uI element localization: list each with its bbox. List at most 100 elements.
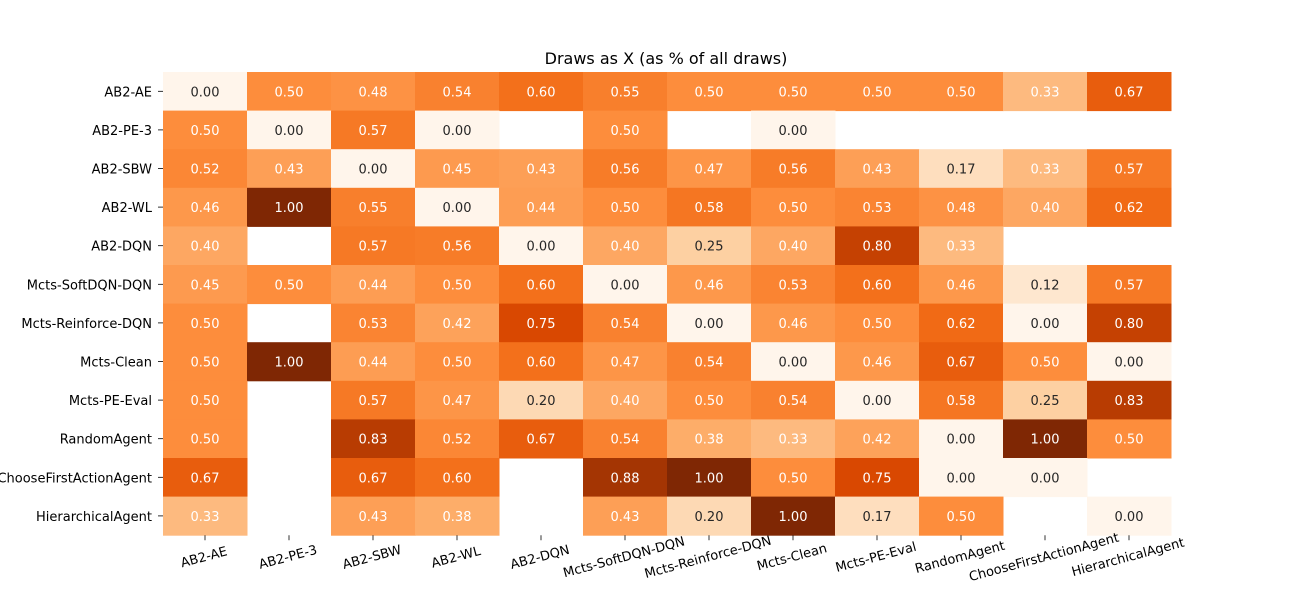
column-label: AB2-WL	[430, 544, 483, 572]
cell-value-label: 0.75	[527, 317, 556, 332]
cell-value-label: 0.00	[947, 433, 976, 448]
heatmap-cell	[163, 303, 248, 343]
heatmap-cell	[1087, 419, 1172, 459]
heatmap-cell	[919, 303, 1004, 343]
cell-value-label: 0.54	[611, 433, 640, 448]
row-labels: AB2-AE AB2-PE-3 AB2-SBW AB2-WL AB2-DQN Mcts-S…	[0, 85, 163, 525]
heatmap-cell	[247, 187, 332, 227]
heatmap-cell	[751, 458, 836, 498]
row-label: ChooseFirstActionAgent	[0, 471, 152, 486]
row-label: HierarchicalAgent	[36, 510, 152, 525]
cell-value-label: 0.33	[1031, 85, 1060, 100]
cell-value-label: 0.50	[863, 85, 892, 100]
heatmap-cell	[751, 342, 836, 382]
heatmap-cell	[331, 496, 416, 536]
cell-value-label: 0.80	[863, 240, 892, 255]
chart-title: Draws as X (as % of all draws)	[545, 49, 788, 68]
cell-value-label: 0.00	[779, 124, 808, 139]
heatmap-cell	[163, 187, 248, 227]
heatmap-cell	[1003, 303, 1088, 343]
cell-value-label: 1.00	[1031, 433, 1060, 448]
cell-value-label: 0.80	[1115, 317, 1144, 332]
heatmap-cell	[583, 419, 668, 459]
cell-value-label: 0.50	[191, 394, 220, 409]
cell-value-label: 0.60	[527, 356, 556, 371]
heatmap-cell	[667, 226, 752, 266]
row-label: Mcts-PE-Eval	[69, 394, 152, 409]
heatmap-cell	[919, 187, 1004, 227]
column-label: AB2-SBW	[341, 543, 403, 573]
cell-value-label: 0.12	[1031, 278, 1060, 293]
cell-value-label: 0.40	[611, 394, 640, 409]
heatmap-cell	[247, 110, 332, 150]
cell-value-label: 0.50	[779, 471, 808, 486]
cell-value-label: 0.00	[863, 394, 892, 409]
cell-value-label: 0.00	[611, 278, 640, 293]
heatmap-cell	[415, 149, 500, 189]
cell-value-label: 0.25	[1031, 394, 1060, 409]
cell-value-label: 0.55	[611, 85, 640, 100]
cell-value-label: 0.58	[695, 201, 724, 216]
cell-value-label: 0.47	[611, 356, 640, 371]
heatmap-cell	[247, 72, 332, 112]
cell-value-label: 0.53	[779, 278, 808, 293]
heatmap-cell	[1003, 458, 1088, 498]
cell-value-label: 0.57	[359, 124, 388, 139]
cell-value-label: 0.55	[359, 201, 388, 216]
cell-value-label: 0.46	[779, 317, 808, 332]
cell-value-label: 0.46	[191, 201, 220, 216]
cell-value-label: 0.50	[275, 85, 304, 100]
cell-value-label: 0.62	[947, 317, 976, 332]
cell-value-label: 1.00	[779, 510, 808, 525]
heatmap-cell	[247, 265, 332, 305]
heatmap-cell	[415, 72, 500, 112]
cell-value-label: 0.44	[359, 278, 388, 293]
heatmap-cell	[1087, 149, 1172, 189]
heatmap-cell	[583, 342, 668, 382]
cell-value-label: 0.58	[947, 394, 976, 409]
row-label: Mcts-SoftDQN-DQN	[27, 278, 152, 293]
row-label: Mcts-Reinforce-DQN	[21, 317, 152, 332]
cell-value-label: 0.00	[1115, 510, 1144, 525]
cell-value-label: 0.50	[443, 278, 472, 293]
heatmap-cell	[835, 458, 920, 498]
heatmap-cell	[415, 419, 500, 459]
cell-value-label: 0.53	[359, 317, 388, 332]
column-labels: AB2-AE AB2-PE-3 AB2-SBW AB2-WL AB2-DQNMcts-S…	[179, 531, 1186, 585]
heatmap-cell	[919, 265, 1004, 305]
cell-value-label: 0.42	[863, 433, 892, 448]
heatmap-cell	[835, 265, 920, 305]
heatmap-cell	[499, 226, 584, 266]
heatmap-cell	[835, 496, 920, 536]
cell-value-label: 0.88	[611, 471, 640, 486]
cell-value-label: 0.00	[779, 356, 808, 371]
heatmap-cell	[163, 458, 248, 498]
heatmap-cell	[1087, 72, 1172, 112]
heatmap-cell	[835, 226, 920, 266]
cell-value-label: 0.67	[191, 471, 220, 486]
heatmap-cell	[667, 380, 752, 420]
heatmap-cells: 0.00 0.50 0.48 0.54 0.60 0.55 0.50 0.50 0.50 0.50…	[163, 72, 1172, 536]
heatmap-cell	[163, 342, 248, 382]
heatmap-cell	[163, 149, 248, 189]
row-label: AB2-WL	[102, 201, 153, 216]
cell-value-label: 0.54	[779, 394, 808, 409]
cell-value-label: 0.43	[527, 163, 556, 178]
cell-value-label: 0.50	[779, 85, 808, 100]
cell-value-label: 0.33	[191, 510, 220, 525]
heatmap-cell	[919, 342, 1004, 382]
cell-value-label: 0.46	[863, 356, 892, 371]
cell-value-label: 0.52	[191, 163, 220, 178]
cell-value-label: 0.45	[191, 278, 220, 293]
heatmap-cell	[415, 110, 500, 150]
row-label: AB2-PE-3	[92, 124, 152, 139]
heatmap-cell	[415, 342, 500, 382]
cell-value-label: 0.50	[191, 317, 220, 332]
cell-value-label: 0.50	[863, 317, 892, 332]
heatmap-cell	[667, 187, 752, 227]
row-label: Mcts-Clean	[80, 356, 152, 371]
cell-value-label: 1.00	[275, 201, 304, 216]
heatmap-cell	[331, 419, 416, 459]
cell-value-label: 0.00	[1031, 471, 1060, 486]
cell-value-label: 0.50	[443, 356, 472, 371]
